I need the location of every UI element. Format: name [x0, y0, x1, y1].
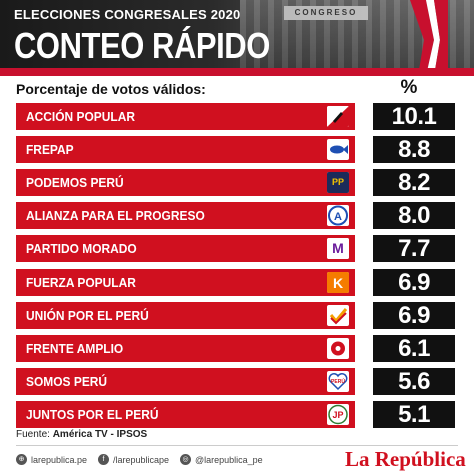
result-row: PODEMOS PERÚ PP 8.2 — [16, 169, 457, 196]
value-label: 5.1 — [373, 401, 455, 428]
party-bar: SOMOS PERÚ PERÚ — [16, 368, 355, 395]
social-facebook[interactable]: f /larepublicape — [98, 454, 169, 465]
header-subtitle: ELECCIONES CONGRESALES 2020 — [14, 7, 241, 22]
source-note: Fuente: América TV - IPSOS — [16, 429, 147, 440]
party-bar: FREPAP — [16, 136, 355, 163]
peru-ribbon-icon — [410, 0, 448, 76]
party-name: JUNTOS POR EL PERÚ — [26, 407, 159, 422]
value-label: 7.7 — [373, 235, 455, 262]
morado-icon: M — [327, 238, 349, 259]
party-bar: UNIÓN POR EL PERÚ — [16, 302, 355, 329]
svg-text:PP: PP — [332, 177, 344, 187]
jpp-icon: JP — [327, 404, 349, 425]
header-title: CONTEO RÁPIDO — [14, 25, 270, 66]
party-name: FREPAP — [26, 142, 74, 157]
result-row: PARTIDO MORADO M 7.7 — [16, 235, 457, 262]
value-label: 10.1 — [373, 103, 455, 130]
value-label: 5.6 — [373, 368, 455, 395]
value-label: 6.1 — [373, 335, 455, 362]
svg-text:JP: JP — [332, 410, 343, 420]
somos-peru-heart-icon: PERÚ — [327, 371, 349, 392]
svg-text:K: K — [333, 275, 343, 291]
party-name: UNIÓN POR EL PERÚ — [26, 308, 149, 323]
social-website[interactable]: ⊕ larepublica.pe — [16, 454, 87, 465]
globe-icon: ⊕ — [16, 454, 27, 465]
party-name: PARTIDO MORADO — [26, 241, 137, 256]
party-name: ACCIÓN POPULAR — [26, 109, 135, 124]
party-name: FUERZA POPULAR — [26, 275, 136, 290]
svg-text:PERÚ: PERÚ — [331, 378, 345, 385]
party-name: SOMOS PERÚ — [26, 374, 108, 389]
value-label: 8.8 — [373, 136, 455, 163]
social-instagram[interactable]: ◎ @larepublica_pe — [180, 454, 263, 465]
party-bar: PODEMOS PERÚ PP — [16, 169, 355, 196]
party-bar: ALIANZA PARA EL PROGRESO A — [16, 202, 355, 229]
value-label: 8.0 — [373, 202, 455, 229]
podemos-icon: PP — [327, 172, 349, 193]
accent-bar — [0, 68, 474, 76]
accion-popular-icon — [327, 106, 349, 127]
result-row: FREPAP 8.8 — [16, 136, 457, 163]
column-label-parties: Porcentaje de votos válidos: — [16, 81, 206, 97]
source-prefix: Fuente: — [16, 429, 53, 440]
result-row: ALIANZA PARA EL PROGRESO A 8.0 — [16, 202, 457, 229]
value-label: 6.9 — [373, 269, 455, 296]
party-bar: JUNTOS POR EL PERÚ JP — [16, 401, 355, 428]
result-row: FUERZA POPULAR K 6.9 — [16, 269, 457, 296]
congress-sign: CONGRESO — [284, 6, 368, 20]
party-name: FRENTE AMPLIO — [26, 341, 124, 356]
social-facebook-label: /larepublicape — [113, 454, 170, 465]
result-row: FRENTE AMPLIO 6.1 — [16, 335, 457, 362]
header-banner: CONGRESO ELECCIONES CONGRESALES 2020 CON… — [0, 0, 474, 76]
frente-amplio-flower-icon — [327, 338, 349, 359]
facebook-icon: f — [98, 454, 109, 465]
footer-divider — [16, 445, 458, 446]
value-label: 8.2 — [373, 169, 455, 196]
party-bar: FRENTE AMPLIO — [16, 335, 355, 362]
frepap-fish-icon — [327, 139, 349, 160]
party-name: ALIANZA PARA EL PROGRESO — [26, 208, 205, 223]
party-bar: ACCIÓN POPULAR — [16, 103, 355, 130]
fuerza-popular-icon: K — [327, 272, 349, 293]
party-bar: PARTIDO MORADO M — [16, 235, 355, 262]
svg-text:M: M — [332, 240, 344, 256]
result-row: UNIÓN POR EL PERÚ 6.9 — [16, 302, 457, 329]
svg-text:A: A — [334, 211, 342, 223]
app-icon: A — [327, 205, 349, 226]
result-row: JUNTOS POR EL PERÚ JP 5.1 — [16, 401, 457, 428]
result-row: SOMOS PERÚ PERÚ 5.6 — [16, 368, 457, 395]
party-bar: FUERZA POPULAR K — [16, 269, 355, 296]
party-name: PODEMOS PERÚ — [26, 175, 124, 190]
result-row: ACCIÓN POPULAR 10.1 — [16, 103, 457, 130]
brand-logo: La República — [345, 447, 466, 471]
social-instagram-label: @larepublica_pe — [195, 454, 263, 465]
value-label: 6.9 — [373, 302, 455, 329]
upp-check-icon — [327, 305, 349, 326]
social-website-label: larepublica.pe — [31, 454, 88, 465]
column-label-percent: % — [400, 77, 418, 98]
instagram-icon: ◎ — [180, 454, 191, 465]
source-name: América TV - IPSOS — [52, 429, 148, 440]
